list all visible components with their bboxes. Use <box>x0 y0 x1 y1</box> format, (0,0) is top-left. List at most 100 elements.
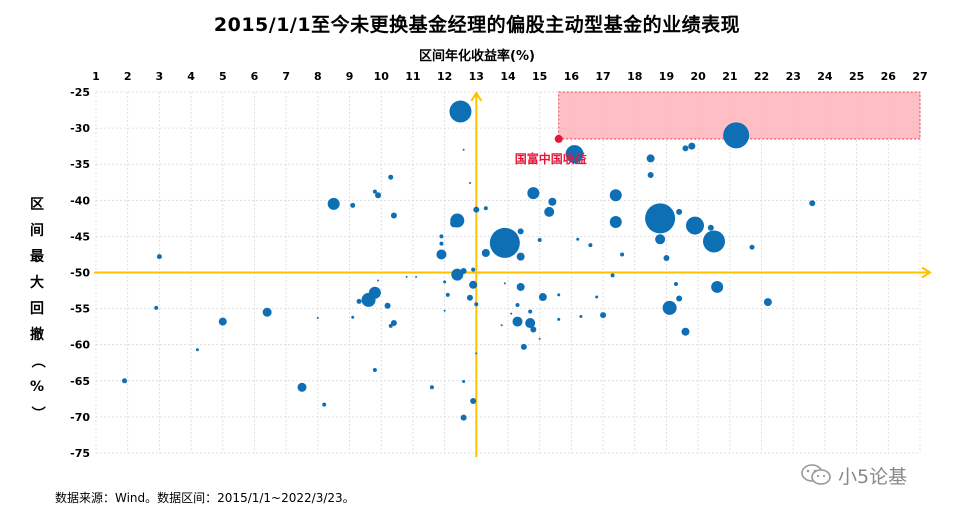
data-point <box>449 100 472 123</box>
data-point <box>483 206 488 211</box>
data-point <box>439 234 444 239</box>
x-tick-label: 5 <box>219 70 227 83</box>
data-point <box>516 252 525 261</box>
annotation-point <box>554 134 563 143</box>
data-point <box>350 202 356 208</box>
data-point <box>489 227 520 258</box>
data-point <box>316 316 319 319</box>
y-axis-label-char: 区 <box>30 197 44 213</box>
data-point <box>676 208 683 215</box>
data-point <box>565 145 584 164</box>
wechat-icon <box>800 462 834 492</box>
data-point <box>682 145 689 152</box>
data-point <box>475 352 478 355</box>
y-axis-label-char: 大 <box>30 275 44 291</box>
x-tick-label: 21 <box>722 70 737 83</box>
data-point <box>527 187 540 200</box>
data-point <box>451 268 464 281</box>
x-tick-label: 14 <box>500 70 516 83</box>
data-point <box>460 268 467 275</box>
y-axis-label-char: 最 <box>30 249 44 265</box>
x-tick-label: 9 <box>346 70 354 83</box>
data-point <box>450 219 459 228</box>
data-point <box>557 293 561 297</box>
data-point <box>473 206 480 213</box>
y-tick-label: -30 <box>70 122 90 135</box>
data-point <box>429 385 434 390</box>
data-point <box>557 317 561 321</box>
x-tick-label: 20 <box>690 70 706 83</box>
x-tick-label: 22 <box>754 70 769 83</box>
data-point <box>500 324 503 327</box>
data-point <box>600 312 607 319</box>
data-point <box>443 309 446 312</box>
data-point <box>439 241 444 246</box>
y-tick-label: -55 <box>70 303 90 316</box>
y-tick-label: -40 <box>70 194 90 207</box>
data-point <box>372 367 377 372</box>
data-point <box>609 215 622 228</box>
x-tick-label: 16 <box>564 70 580 83</box>
x-tick-label: 19 <box>659 70 674 83</box>
x-axis-label: 区间年化收益率(%) <box>419 49 535 64</box>
data-point <box>460 414 467 421</box>
data-point <box>388 174 394 180</box>
y-axis-label: 区间最大回撤（%） <box>26 192 48 426</box>
data-point <box>436 249 447 260</box>
chart-title: 2015/1/1至今未更换基金经理的偏股主动型基金的业绩表现 <box>213 14 741 36</box>
data-point <box>415 275 418 278</box>
x-tick-label: 11 <box>405 70 420 83</box>
horizontal-reference-arrow <box>921 266 932 279</box>
source-note: 数据来源：Wind。数据区间：2015/1/1~2022/3/23。 <box>55 491 355 505</box>
x-tick-label: 1 <box>92 70 100 83</box>
data-point <box>517 228 524 235</box>
data-point <box>610 273 615 278</box>
data-point <box>749 244 755 250</box>
data-point <box>528 309 533 314</box>
data-point <box>122 378 128 384</box>
data-point <box>405 275 408 278</box>
y-tick-label: -75 <box>70 447 90 460</box>
annotation-label: 国富中国收益 <box>515 151 587 166</box>
data-point <box>537 238 542 243</box>
data-point <box>390 212 397 219</box>
data-point <box>390 320 397 327</box>
data-point <box>481 249 490 258</box>
data-point <box>262 307 272 317</box>
data-point <box>530 326 537 333</box>
x-tick-label: 18 <box>627 70 642 83</box>
data-point <box>538 293 547 302</box>
data-point <box>595 295 599 299</box>
x-tick-label: 10 <box>374 70 390 83</box>
data-point <box>662 300 677 315</box>
data-point <box>384 302 391 309</box>
data-point <box>322 402 327 407</box>
data-point <box>474 302 479 307</box>
y-tick-label: -50 <box>70 267 90 280</box>
data-point <box>646 154 655 163</box>
data-point <box>512 316 523 327</box>
data-point <box>681 327 690 336</box>
data-point <box>515 302 520 307</box>
data-point <box>707 224 714 231</box>
data-point <box>327 197 340 210</box>
data-point <box>620 252 625 257</box>
data-point <box>377 279 380 282</box>
data-point <box>468 181 471 184</box>
data-point <box>375 192 382 199</box>
data-point <box>297 382 307 392</box>
data-point <box>469 280 478 289</box>
data-point <box>544 206 555 217</box>
data-point <box>462 148 465 151</box>
data-point <box>525 318 536 329</box>
y-tick-label: -45 <box>70 230 90 243</box>
y-tick-label: -35 <box>70 158 90 171</box>
data-point <box>663 255 670 262</box>
data-point <box>356 298 362 304</box>
x-tick-label: 25 <box>849 70 864 83</box>
data-point <box>516 282 525 291</box>
x-tick-label: 2 <box>124 70 132 83</box>
data-point <box>462 380 466 384</box>
y-tick-label: -25 <box>70 86 90 99</box>
x-tick-label: 4 <box>187 70 195 83</box>
